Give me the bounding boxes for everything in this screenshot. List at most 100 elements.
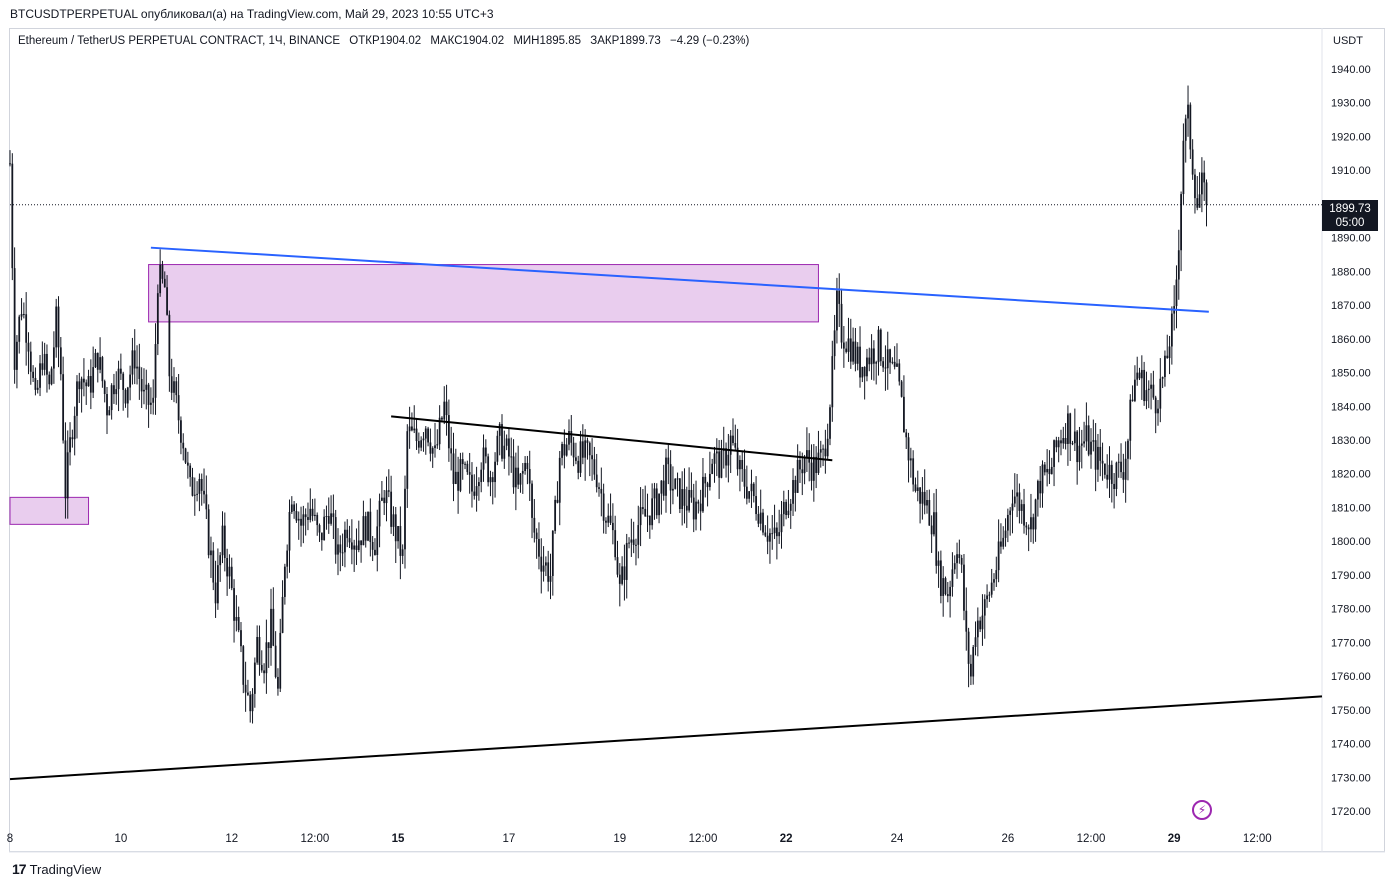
legend-high: МАКС1904.02	[430, 35, 505, 47]
candle-body	[898, 363, 901, 382]
x-tick-label: 12:00	[301, 833, 330, 845]
candle-body	[625, 542, 628, 580]
candle-body	[401, 549, 404, 556]
candle-body	[473, 491, 476, 496]
candle-body	[270, 608, 272, 649]
candle-body	[565, 444, 568, 456]
candle-body	[803, 457, 806, 474]
candle-body	[233, 588, 235, 621]
black-trend-line[interactable]	[9, 695, 1323, 781]
candle-body	[244, 684, 247, 693]
candle-body	[390, 491, 393, 527]
candle-body	[588, 442, 591, 456]
candle-body	[614, 530, 617, 558]
candle-body	[140, 378, 143, 392]
candle-body	[1085, 425, 1088, 442]
candle-body	[863, 367, 866, 377]
candle-body	[210, 550, 212, 556]
candle-body	[734, 443, 737, 448]
price-scale-currency[interactable]: USDT	[1333, 35, 1363, 47]
candle-body	[930, 525, 933, 535]
candle-body	[307, 517, 309, 520]
candle-body	[1157, 408, 1159, 414]
candle-body	[1090, 441, 1092, 455]
candle-body	[1187, 104, 1189, 119]
x-tick-label: 15	[392, 833, 405, 845]
candle-body	[182, 442, 185, 449]
candle-body	[718, 451, 721, 478]
candle-body	[129, 374, 132, 388]
legend-symbol[interactable]: Ethereum / TetherUS PERPETUAL CONTRACT, …	[18, 35, 341, 47]
candle-body	[180, 420, 182, 443]
candle-body	[466, 463, 469, 473]
legend-close: ЗАКР1899.73	[590, 35, 661, 47]
y-tick-label: 1820.00	[1331, 469, 1371, 481]
candle-body	[1194, 174, 1196, 199]
candle-body	[341, 552, 344, 554]
candle-body	[1115, 462, 1118, 490]
candle-body	[542, 565, 545, 572]
tradingview-brand[interactable]: 17 TradingView	[12, 861, 101, 877]
candle-body	[510, 456, 513, 458]
candle-body	[52, 347, 55, 369]
candle-body	[332, 513, 335, 518]
candle-body	[653, 488, 656, 499]
y-tick-label: 1730.00	[1331, 772, 1371, 784]
lightning-icon[interactable]: ⚡	[1192, 800, 1212, 820]
blue-trend-line[interactable]	[150, 246, 1209, 313]
candle-body	[355, 545, 358, 550]
candle-body	[556, 499, 559, 503]
candle-body	[117, 368, 120, 390]
candle-body	[909, 458, 912, 461]
candle-body	[175, 381, 178, 396]
candle-body	[1048, 468, 1051, 475]
candle-body	[840, 303, 843, 343]
candle-body	[1013, 496, 1016, 504]
candle-body	[674, 478, 677, 489]
candle-body	[526, 462, 529, 470]
candle-body	[618, 574, 621, 584]
supply-demand-zone[interactable]	[148, 264, 819, 323]
candle-body	[22, 313, 25, 315]
candle-body	[755, 496, 757, 515]
candle-body	[1032, 517, 1035, 530]
candle-body	[350, 542, 353, 550]
candle-body	[896, 363, 898, 367]
candle-body	[154, 344, 157, 398]
candle-body	[1110, 464, 1113, 484]
candle-body	[325, 516, 328, 518]
candle-body	[346, 529, 349, 539]
candle-body	[692, 497, 695, 520]
candle-body	[611, 522, 614, 531]
candle-body	[256, 637, 259, 663]
candle-body	[891, 361, 894, 363]
candle-body	[189, 465, 192, 478]
candle-body	[609, 515, 612, 523]
candle-body	[773, 527, 776, 534]
candle-body	[826, 438, 829, 457]
candle-body	[970, 663, 972, 677]
candle-body	[958, 554, 961, 558]
candle-body	[420, 440, 423, 448]
candle-body	[750, 483, 753, 492]
black-trend-line[interactable]	[391, 415, 833, 462]
candle-body	[80, 378, 83, 390]
candle-body	[464, 463, 466, 465]
candle-body	[304, 514, 307, 518]
candle-body	[230, 566, 233, 589]
candle-body	[729, 435, 732, 455]
candle-body	[549, 575, 552, 582]
candle-body	[762, 512, 764, 533]
candle-body	[745, 486, 748, 499]
candle-body	[288, 512, 291, 551]
supply-demand-zone[interactable]	[9, 496, 90, 525]
candle-body	[810, 462, 813, 481]
candle-body	[173, 381, 175, 393]
candle-body	[348, 538, 351, 543]
candle-body	[124, 389, 127, 404]
candle-body	[424, 428, 427, 439]
candle-body	[94, 352, 97, 368]
candle-body	[302, 514, 305, 526]
candle-body	[260, 664, 263, 671]
